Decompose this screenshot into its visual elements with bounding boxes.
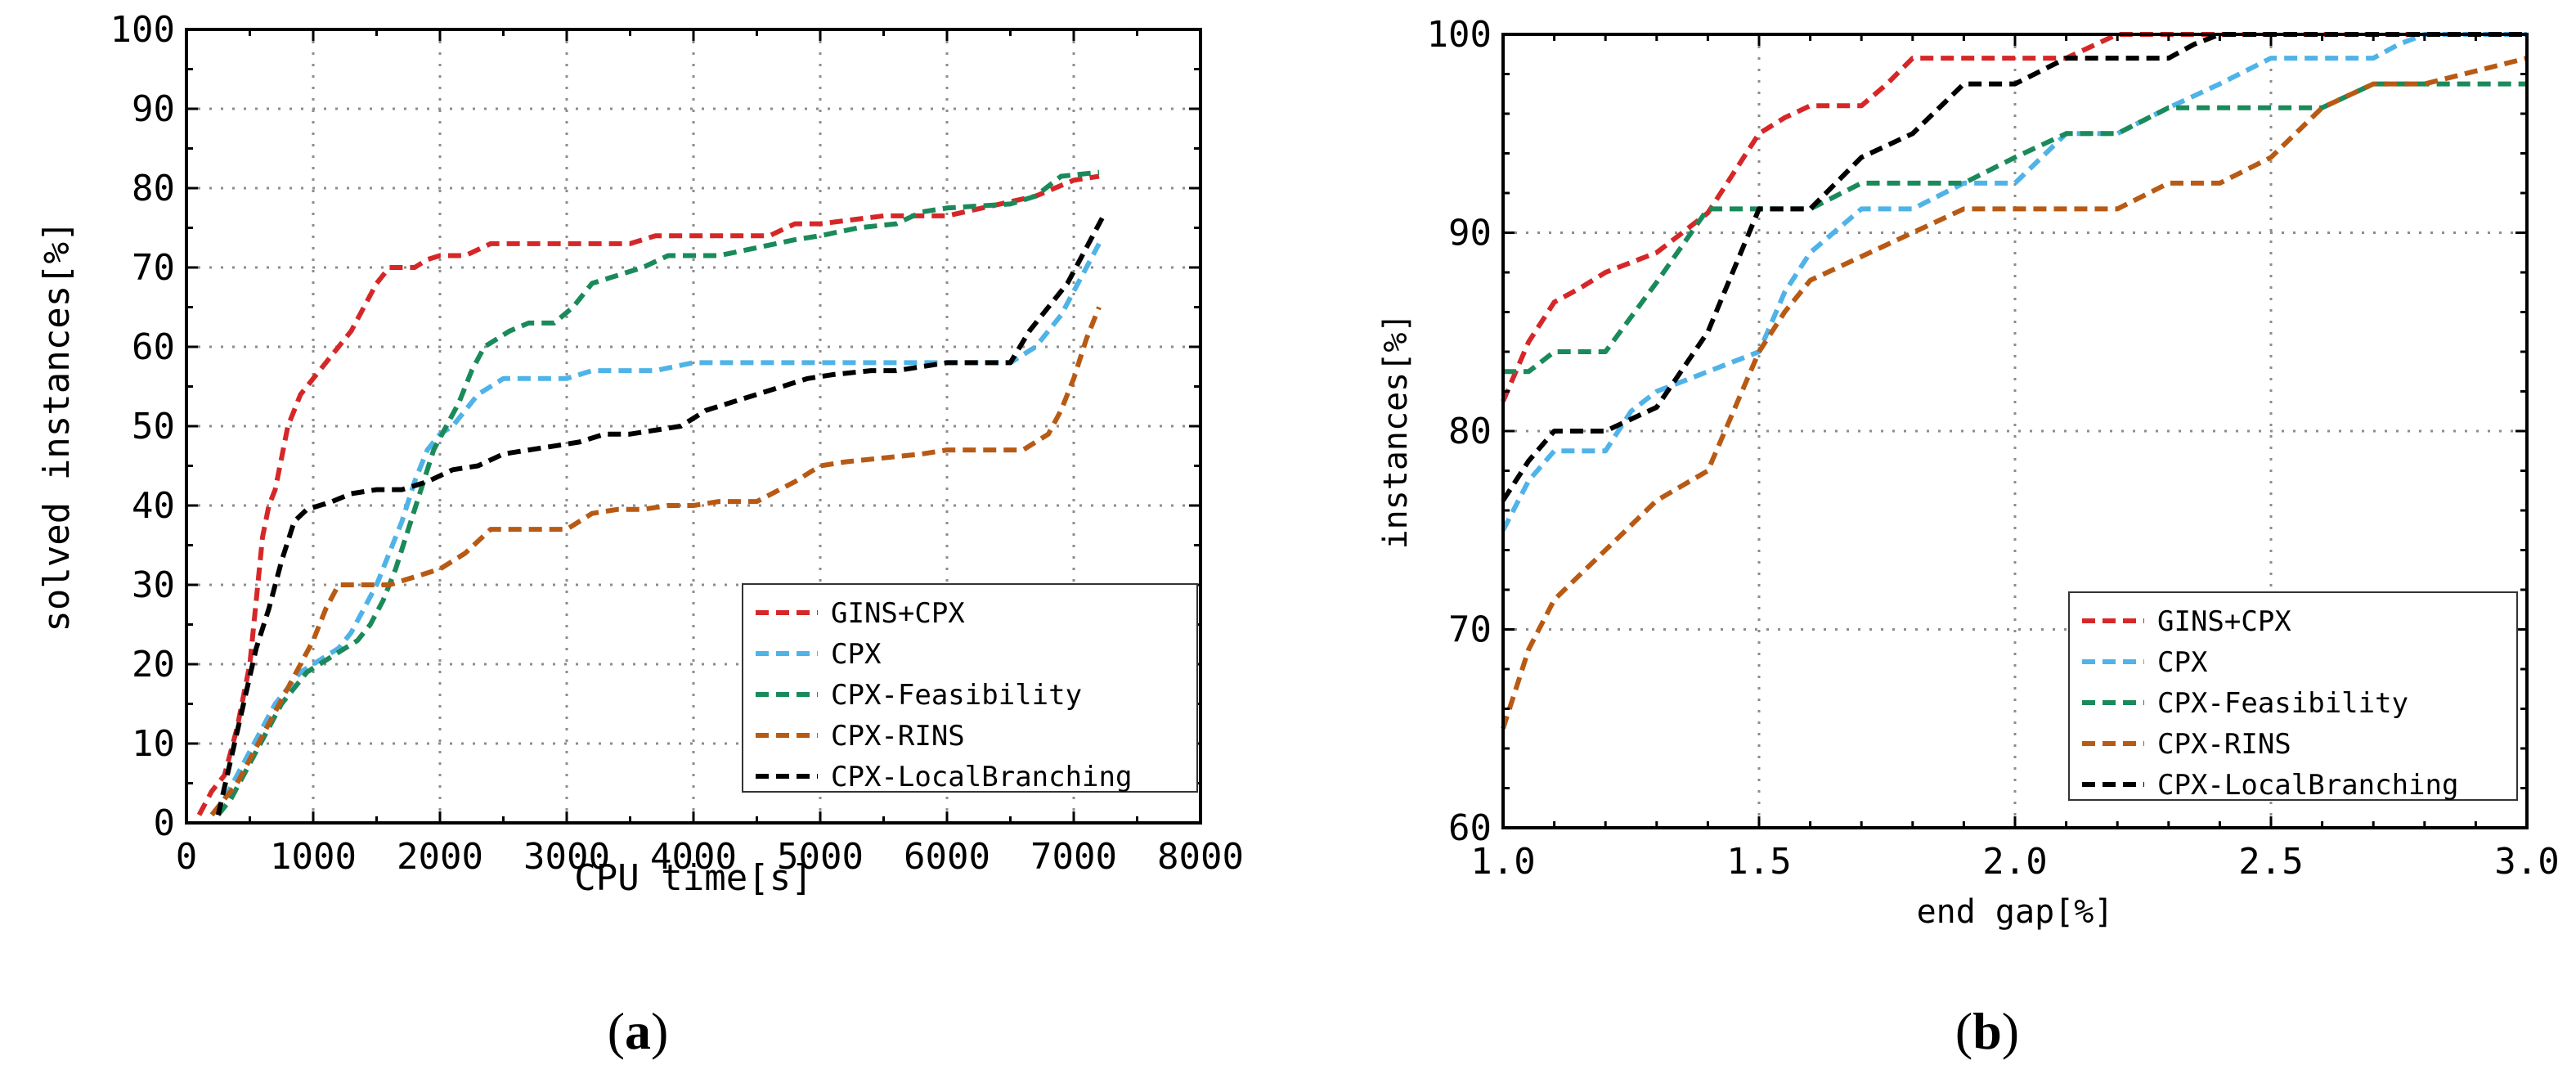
chart-b-panel-label: b <box>1972 1002 2002 1060</box>
chart-a-y-tick-label: 60 <box>132 326 175 368</box>
chart-b-series-cpx-rins <box>1501 56 2528 730</box>
chart-b-x-tick-label: 2.0 <box>1982 841 2047 883</box>
chart-a-legend-label-cpx-rins: CPX-RINS <box>831 720 965 753</box>
chart-a-legend-label-cpx: CPX <box>831 638 882 671</box>
chart-a-y-tick-label: 80 <box>132 168 175 209</box>
chart-b-series-gins-cpx <box>1501 32 2527 402</box>
chart-a-y-tick-label: 40 <box>132 485 175 527</box>
chart-a-x-tick-label: 2000 <box>397 836 483 878</box>
chart-b-legend-label-cpx-rins: CPX-RINS <box>2157 728 2291 761</box>
chart-a-legend-label-gins-cpx: GINS+CPX <box>831 597 965 630</box>
chart-a-legend-label-cpx-localbranching: CPX-LocalBranching <box>831 761 1132 793</box>
chart-b-legend: GINS+CPX CPX CPX-Feasibility CPX-RINS CPX-Lo… <box>2068 591 2518 802</box>
chart-a-x-tick-label: 3000 <box>523 836 610 878</box>
chart-b-x-axis-title: end gap[%] <box>1917 893 2114 931</box>
chart-a-y-tick-label: 10 <box>132 723 175 765</box>
chart-b-caption: (b) <box>1955 1002 2019 1060</box>
chart-b-series <box>1501 32 2528 730</box>
chart-b-series-cpx <box>1501 32 2527 532</box>
chart-b-legend-label-cpx-feasibility: CPX-Feasibility <box>2157 687 2408 720</box>
chart-a: 0 1000 2000 3000 4000 5000 6000 7000 8000 0 10 20 30… <box>36 9 1244 1060</box>
chart-a-y-tick-label: 30 <box>132 564 175 606</box>
chart-a-y-tick-label: 70 <box>132 247 175 289</box>
chart-b-y-axis-title: instances[%] <box>1377 313 1415 550</box>
chart-a-y-tick-label: 0 <box>154 802 176 844</box>
chart-a-x-axis-title: CPU time[s] <box>574 857 812 899</box>
chart-a-legend-label-cpx-feasibility: CPX-Feasibility <box>831 679 1082 712</box>
chart-a-x-tick-label: 8000 <box>1157 836 1244 878</box>
chart-b-x-tick-label: 3.0 <box>2494 841 2559 883</box>
chart-b-y-tick-label: 60 <box>1448 807 1492 849</box>
chart-a-series-cpx-localbranching <box>215 210 1108 816</box>
chart-b-legend-label-cpx-localbranching: CPX-LocalBranching <box>2157 769 2458 802</box>
chart-b-legend-box <box>2068 591 2518 801</box>
chart-a-caption: (a) <box>608 1002 669 1060</box>
chart-b-y-tick-label: 80 <box>1448 411 1492 452</box>
chart-a-x-tick-label: 0 <box>176 836 198 878</box>
chart-a-x-tick-label: 5000 <box>777 836 864 878</box>
chart-b-x-tick-label: 1.0 <box>1470 841 1535 883</box>
chart-a-ticks: 0 1000 2000 3000 4000 5000 6000 7000 8000 0 10 20 30… <box>110 9 1244 878</box>
chart-a-legend-box <box>742 583 1198 793</box>
chart-a-panel-label: a <box>625 1002 651 1060</box>
chart-a-y-tick-label: 100 <box>110 9 175 51</box>
chart-b-series-cpx-localbranching <box>1501 32 2527 502</box>
chart-a-x-tick-label: 6000 <box>904 836 990 878</box>
chart-a-y-axis-title: solved instances[%] <box>36 220 78 631</box>
chart-a-x-tick-label: 7000 <box>1030 836 1117 878</box>
chart-a-x-tick-label: 1000 <box>270 836 357 878</box>
chart-b-y-tick-label: 90 <box>1448 213 1492 254</box>
chart-b-x-tick-label: 1.5 <box>1726 841 1791 883</box>
chart-a-y-tick-label: 50 <box>132 406 175 447</box>
chart-b-ticks: 1.0 1.5 2.0 2.5 3.0 60 70 80 90 100 <box>1427 14 2560 883</box>
chart-a-x-tick-label: 4000 <box>650 836 737 878</box>
chart-a-y-tick-label: 20 <box>132 644 175 685</box>
chart-b-legend-label-gins-cpx: GINS+CPX <box>2157 605 2291 638</box>
chart-a-series-cpx-rins <box>209 306 1102 817</box>
chart-b: 1.0 1.5 2.0 2.5 3.0 60 70 80 90 100 end gap[%] in… <box>1377 14 2560 1060</box>
chart-b-y-tick-label: 70 <box>1448 609 1492 651</box>
chart-a-y-tick-label: 90 <box>132 88 175 130</box>
chart-b-x-tick-label: 2.5 <box>2238 841 2303 883</box>
chart-b-legend-label-cpx: CPX <box>2157 646 2208 679</box>
chart-b-y-tick-label: 100 <box>1427 14 1492 56</box>
chart-b-series-cpx-feasibility <box>1503 81 2527 375</box>
chart-a-series-cpx-feasibility <box>216 169 1100 817</box>
chart-a-legend: GINS+CPX CPX CPX-Feasibility CPX-RINS CPX-Lo… <box>742 583 1198 793</box>
chart-a-series <box>196 169 1108 817</box>
